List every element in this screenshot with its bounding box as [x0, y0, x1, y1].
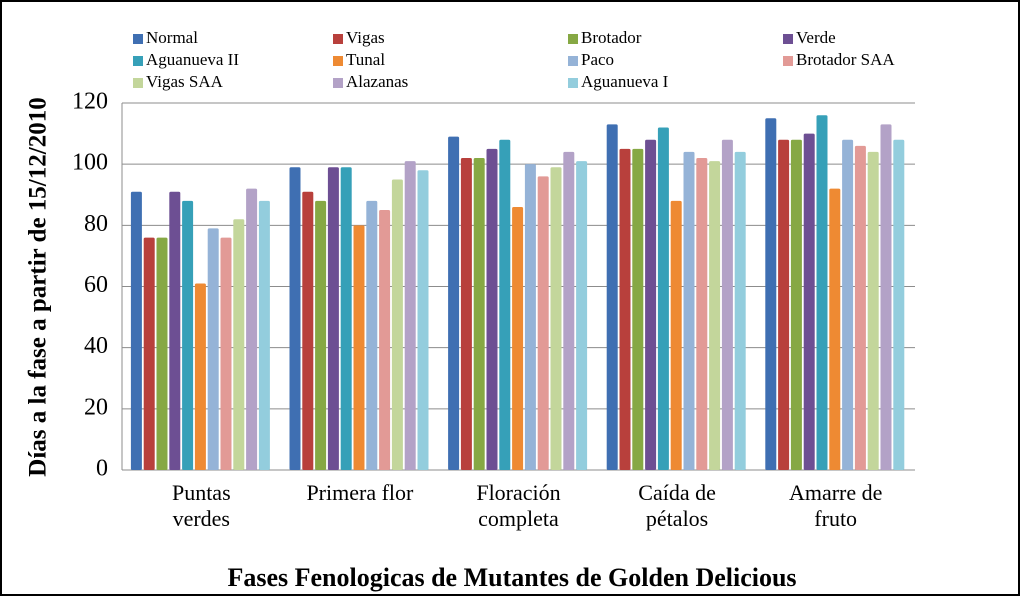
legend-swatch — [133, 34, 143, 44]
bar — [353, 225, 365, 470]
bar — [448, 136, 460, 470]
y-tick-label: 40 — [84, 333, 108, 359]
bar — [524, 164, 536, 470]
bar — [302, 191, 314, 471]
legend-swatch — [333, 78, 343, 88]
bar — [803, 133, 815, 471]
legend-swatch — [568, 56, 578, 66]
x-tick-label: Caída de pétalos — [638, 480, 716, 531]
bar — [156, 237, 168, 470]
x-tick-label: Primera flor — [306, 480, 414, 505]
legend-swatch — [333, 34, 343, 44]
y-tick-label: 0 — [96, 456, 108, 482]
bar — [182, 200, 194, 470]
legend-label: Tunal — [346, 50, 385, 69]
bar — [143, 237, 155, 470]
bar — [207, 228, 219, 470]
bar — [893, 139, 905, 470]
bar — [816, 115, 828, 470]
bar — [550, 167, 562, 470]
legend-label: Brotador — [581, 28, 642, 47]
bar — [790, 139, 802, 470]
legend-label: Vigas SAA — [146, 72, 224, 91]
bar — [366, 200, 378, 470]
bar — [734, 151, 746, 470]
legend-swatch — [568, 34, 578, 44]
legend-swatch — [783, 34, 793, 44]
y-tick-label: 20 — [84, 394, 108, 420]
x-tick-label: Amarre de fruto — [788, 480, 883, 531]
legend-swatch — [133, 56, 143, 66]
bar — [340, 167, 352, 470]
legend-label: Paco — [581, 50, 614, 69]
legend-label: Alazanas — [346, 72, 408, 91]
bar — [842, 139, 854, 470]
bar — [683, 151, 695, 470]
legend-label: Aguanueva I — [581, 72, 669, 91]
bar — [721, 139, 733, 470]
bar — [709, 161, 721, 470]
bar — [220, 237, 232, 470]
y-tick-label: 60 — [84, 272, 108, 298]
bar — [289, 167, 301, 470]
bar — [233, 219, 245, 470]
bar — [327, 167, 339, 470]
bar — [499, 139, 511, 470]
bar — [696, 158, 708, 471]
x-axis-title: Fases Fenologicas de Mutantes de Golden … — [227, 563, 796, 592]
x-tick-label: Puntas verdes — [171, 480, 231, 531]
y-tick-label: 80 — [84, 211, 108, 237]
bar — [606, 124, 618, 471]
bar — [246, 188, 258, 470]
bar — [404, 161, 416, 470]
legend-label: Vigas — [346, 28, 385, 47]
bar — [645, 139, 657, 470]
bar — [765, 118, 777, 471]
bar — [867, 151, 879, 470]
bar — [563, 151, 575, 470]
bar — [391, 179, 403, 471]
legend-swatch — [133, 78, 143, 88]
bar — [315, 200, 327, 470]
bar — [379, 210, 391, 470]
y-tick-label: 100 — [72, 150, 108, 176]
y-tick-label: 120 — [72, 89, 108, 115]
bar — [130, 191, 142, 471]
y-axis-title: Días a la fase a partir de 15/12/2010 — [25, 97, 52, 476]
bar — [778, 139, 790, 470]
bar — [194, 283, 206, 470]
legend-swatch — [568, 78, 578, 88]
bar — [486, 148, 498, 470]
legend-label: Brotador SAA — [796, 50, 895, 69]
bar — [829, 188, 841, 470]
bar — [619, 148, 631, 470]
bar — [576, 161, 588, 470]
bar — [670, 200, 682, 470]
bar — [632, 148, 644, 470]
legend-label: Verde — [796, 28, 836, 47]
x-tick-label: Floración completa — [476, 480, 561, 531]
legend-label: Aguanueva II — [146, 50, 239, 69]
bar — [258, 200, 270, 470]
bar — [657, 127, 669, 470]
bar — [473, 158, 485, 471]
bar — [169, 191, 181, 471]
legend-swatch — [333, 56, 343, 66]
bar — [880, 124, 892, 471]
legend-swatch — [783, 56, 793, 66]
bar — [460, 158, 472, 471]
bar — [512, 206, 524, 470]
bar — [417, 170, 429, 471]
bar — [537, 176, 549, 470]
bar — [854, 145, 866, 471]
legend-label: Normal — [146, 28, 198, 47]
